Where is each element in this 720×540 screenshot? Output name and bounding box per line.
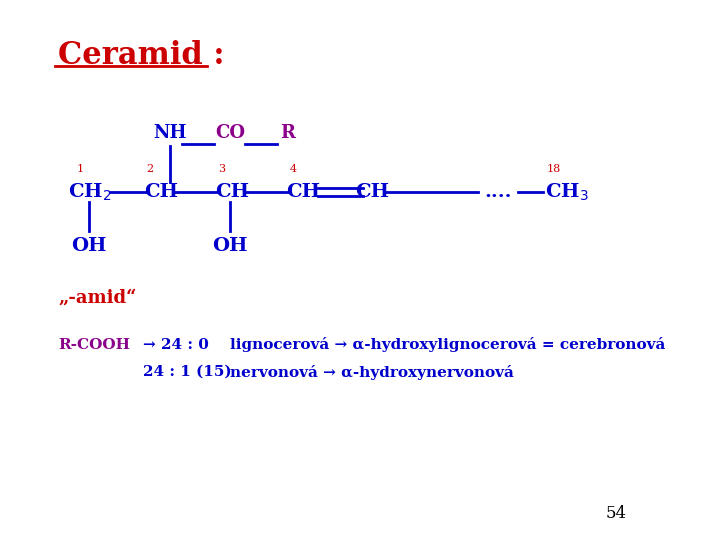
Text: R-COOH: R-COOH [58, 338, 130, 352]
Text: R: R [280, 124, 295, 142]
Text: → 24 : 0: → 24 : 0 [143, 338, 209, 352]
Text: CH$_2$: CH$_2$ [68, 181, 111, 202]
Text: 3: 3 [218, 164, 225, 174]
Text: CO: CO [215, 124, 246, 142]
Text: CH: CH [355, 183, 390, 201]
Text: NH: NH [153, 124, 186, 142]
Text: Ceramid :: Ceramid : [58, 40, 225, 71]
Text: nervonová → α-hydroxynervonová: nervonová → α-hydroxynervonová [230, 364, 514, 380]
Text: CH: CH [287, 183, 320, 201]
Text: OH: OH [71, 237, 107, 255]
Text: „-amid“: „-amid“ [58, 289, 136, 307]
Text: CH: CH [215, 183, 249, 201]
Text: ....: .... [485, 183, 512, 201]
Text: OH: OH [212, 237, 248, 255]
Text: 24 : 1 (15): 24 : 1 (15) [143, 365, 231, 379]
Text: CH: CH [144, 183, 178, 201]
Text: 18: 18 [546, 164, 561, 174]
Text: lignocerová → α-hydroxylignocerová = cerebronová: lignocerová → α-hydroxylignocerová = cer… [230, 338, 666, 353]
Text: CH$_3$: CH$_3$ [545, 181, 589, 202]
Text: 54: 54 [606, 505, 626, 522]
Text: 1: 1 [77, 164, 84, 174]
Text: 4: 4 [289, 164, 297, 174]
Text: 2: 2 [146, 164, 153, 174]
